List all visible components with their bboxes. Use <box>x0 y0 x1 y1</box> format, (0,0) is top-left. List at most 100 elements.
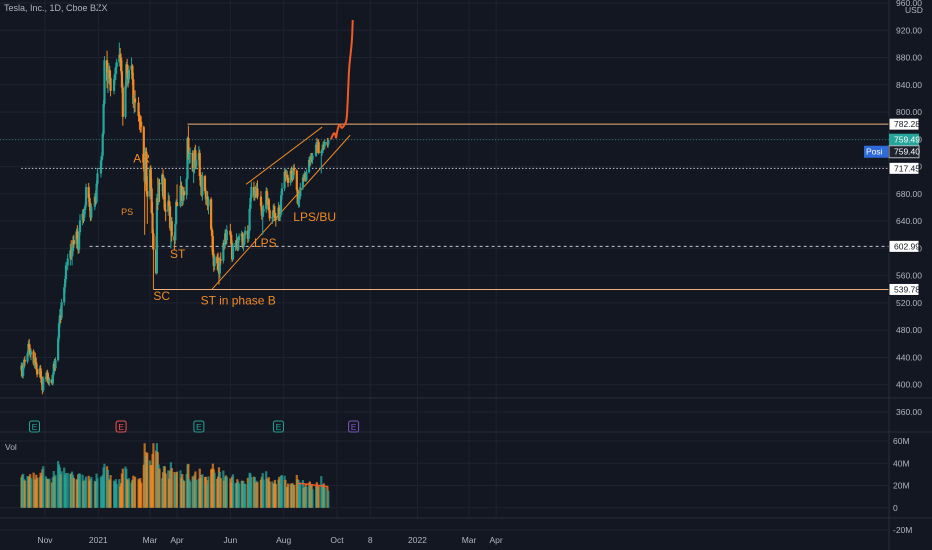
candle-body <box>225 230 228 241</box>
candle-body <box>76 231 79 239</box>
volume-bar <box>140 482 143 508</box>
price-tick-label: 840.00 <box>896 80 922 90</box>
volume-bar <box>268 481 271 508</box>
candle-body <box>168 206 172 228</box>
candle-body <box>96 173 99 184</box>
earnings-marker-label: E <box>118 422 124 432</box>
candle-body <box>187 137 190 159</box>
candle-body <box>272 210 276 213</box>
volume-bar <box>327 490 330 508</box>
volume-bar <box>219 478 222 508</box>
volume-bar <box>146 452 149 508</box>
volume-bar <box>182 480 186 508</box>
candle-body <box>182 191 185 201</box>
volume-bar <box>109 475 112 508</box>
level-tag-label: 717.45 <box>894 163 920 173</box>
candle-body <box>271 217 274 219</box>
candle-body <box>296 189 299 204</box>
volume-bar <box>274 483 277 508</box>
time-axis: Nov 2021 Mar Apr Jun Aug Oct 8 2022 Mar Apr <box>37 535 502 545</box>
candle-body <box>204 191 207 200</box>
volume-bar <box>23 480 26 508</box>
volume-bar <box>121 468 124 508</box>
volume-bar <box>189 481 192 508</box>
candle-body <box>149 169 152 189</box>
candle-body <box>261 211 264 216</box>
earnings-marker[interactable] <box>115 420 127 433</box>
time-tick-label: 8 <box>368 535 373 545</box>
candle-body <box>241 233 244 246</box>
volume-bar <box>78 473 82 508</box>
candle-body <box>133 98 137 103</box>
annotation-label: PS <box>121 207 133 217</box>
candle-body <box>311 155 314 160</box>
candle-body <box>247 230 250 239</box>
time-tick-label: 2021 <box>89 535 108 545</box>
candle-body <box>151 212 154 234</box>
candle-body <box>218 259 221 274</box>
volume-trend-line <box>298 482 329 488</box>
candle-body <box>64 265 68 280</box>
candle-body <box>244 230 247 235</box>
earnings-marker-label: E <box>351 422 357 432</box>
volume-bar <box>29 478 33 508</box>
annotation-label: SC <box>153 289 170 303</box>
volume-bar <box>158 468 161 508</box>
volume-bar <box>305 486 308 508</box>
earnings-marker[interactable] <box>29 420 41 433</box>
time-tick-label: Oct <box>330 535 344 545</box>
candle-body <box>137 102 140 117</box>
candle-body <box>213 256 216 267</box>
candle-body <box>260 206 263 216</box>
price-tick-label: 560.00 <box>896 271 922 281</box>
volume-bar <box>170 468 173 508</box>
volume-trendline <box>298 482 329 488</box>
volume-tick-label: 0 <box>893 503 898 513</box>
candle-body <box>299 187 302 197</box>
candle-body <box>237 240 240 250</box>
candle-body <box>195 159 198 167</box>
volume-bar <box>244 484 247 508</box>
candle-body <box>87 187 90 198</box>
candle-body <box>146 191 149 197</box>
candle-body <box>182 191 186 196</box>
price-tag <box>889 133 919 146</box>
candle-body <box>83 210 86 218</box>
earnings-marker[interactable] <box>272 420 284 433</box>
candle-body <box>145 151 148 192</box>
time-tick-label: Nov <box>37 535 53 545</box>
chart-title: Tesla, Inc., 1D, Cboe BZX <box>4 3 108 13</box>
candle-body <box>163 178 166 211</box>
candle-body <box>168 200 171 207</box>
level-tag <box>888 282 920 296</box>
candle-body <box>278 207 281 218</box>
candle-body <box>125 64 128 87</box>
candle-body <box>120 71 124 88</box>
volume-bar <box>317 484 320 508</box>
candle-body <box>174 223 177 241</box>
volume-bar <box>311 489 314 508</box>
earnings-marker-label: E <box>32 422 38 432</box>
volume-bar <box>66 472 69 508</box>
candle-body <box>222 242 225 261</box>
candle-body <box>267 199 270 211</box>
horizontal-levels <box>0 123 889 290</box>
price-tick-label: 640.00 <box>896 216 922 226</box>
earnings-marker[interactable] <box>348 420 360 433</box>
candle-body <box>191 152 194 171</box>
candle-body <box>279 214 282 218</box>
candle-body <box>219 259 222 261</box>
candle-body <box>180 185 183 188</box>
candle-body <box>170 221 173 237</box>
volume-bar <box>286 483 290 508</box>
candle-body <box>283 172 286 189</box>
earnings-marker[interactable] <box>193 420 205 433</box>
candle-body <box>198 152 201 177</box>
candle-body <box>201 176 204 196</box>
price-tick-label: 520.00 <box>896 298 922 308</box>
volume-bar <box>42 466 45 508</box>
candles <box>20 42 330 395</box>
volume-bar <box>133 476 137 508</box>
candle-body <box>157 182 160 203</box>
